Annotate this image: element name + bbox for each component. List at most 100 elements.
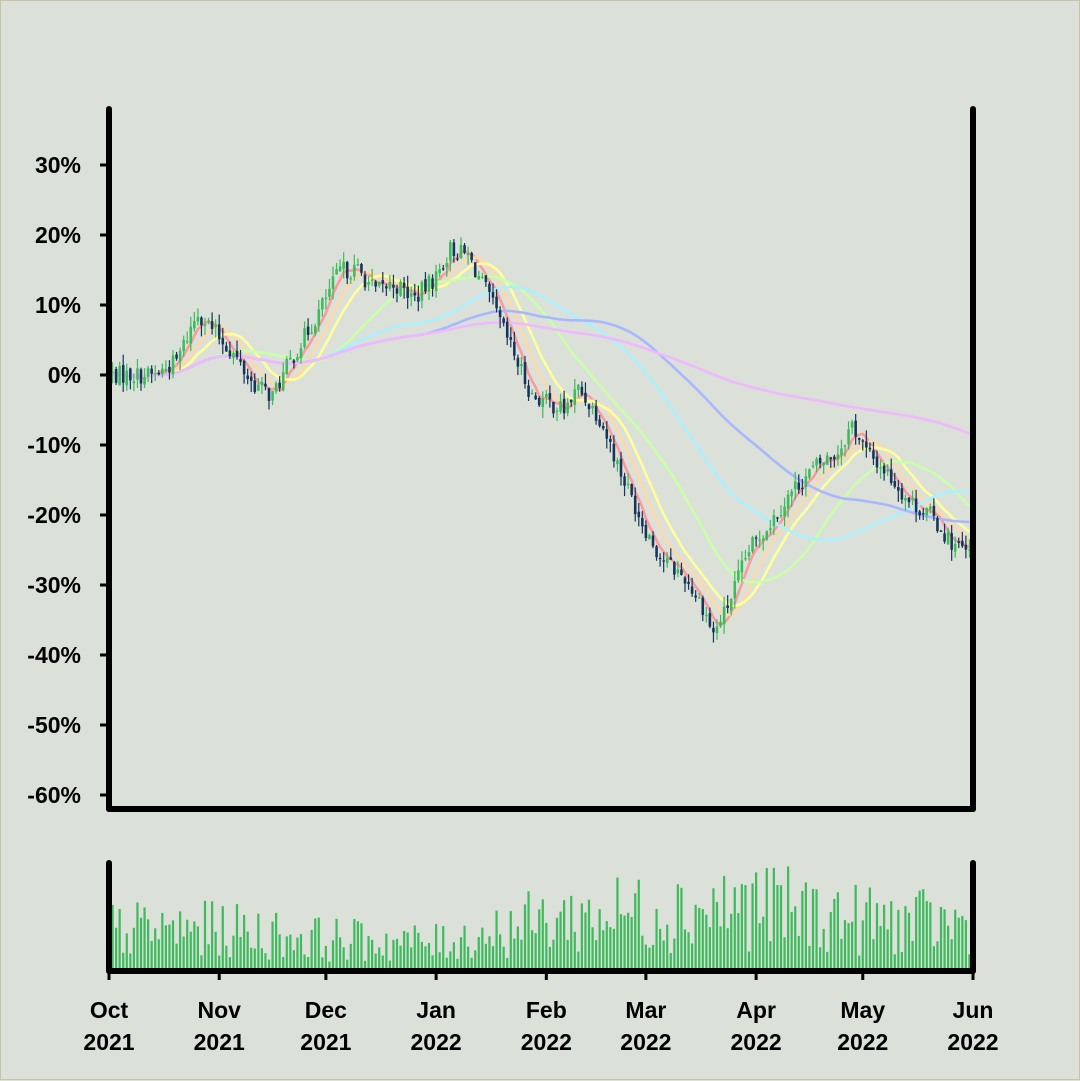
candle: [559, 393, 562, 414]
volume-bar: [765, 868, 768, 971]
candle: [740, 551, 744, 582]
candle: [306, 318, 310, 341]
x-tick-month: Feb: [526, 997, 567, 1023]
candle: [235, 340, 239, 360]
volume-bar: [826, 951, 829, 971]
candle: [818, 454, 822, 469]
candle: [911, 490, 914, 506]
volume-bar: [808, 945, 811, 971]
candle: [605, 421, 609, 449]
volume-bar: [271, 921, 274, 971]
volume-bar: [730, 913, 733, 971]
volume-bar: [911, 940, 914, 971]
volume-bar: [143, 907, 146, 971]
candle: [463, 242, 466, 255]
volume-bar: [211, 901, 214, 971]
volume-bar: [747, 951, 751, 971]
candle: [541, 391, 545, 419]
candle: [779, 505, 783, 519]
volume-bar: [356, 921, 359, 971]
volume-bar: [801, 890, 804, 971]
volume-bar: [708, 927, 711, 971]
volume-bar: [676, 884, 679, 971]
volume-bar: [865, 902, 868, 971]
volume-bar: [552, 939, 555, 971]
candle: [598, 414, 601, 428]
candle: [552, 401, 555, 418]
candle: [185, 331, 189, 345]
volume-bar: [339, 937, 342, 971]
candle: [473, 262, 477, 278]
candle: [203, 317, 207, 335]
axes: [100, 106, 976, 980]
volume-bar: [609, 927, 612, 971]
volume-bar: [221, 906, 224, 971]
volume-bar: [687, 932, 690, 971]
candle: [164, 360, 168, 374]
candle: [697, 592, 701, 599]
y-tick-label: 30%: [35, 152, 81, 178]
volume-bar: [758, 923, 761, 971]
candle: [257, 378, 260, 392]
candle: [861, 439, 865, 451]
candle: [865, 430, 868, 458]
candle: [520, 356, 523, 375]
candle: [825, 452, 829, 465]
candle: [879, 459, 882, 479]
volume-bar: [641, 935, 644, 971]
candle: [822, 462, 825, 474]
candle: [886, 464, 889, 477]
candle: [509, 327, 513, 348]
volume-bar: [452, 942, 455, 971]
candle: [513, 331, 516, 361]
x-tick-year: 2022: [731, 1029, 782, 1055]
candle: [705, 607, 708, 623]
volume-bar: [374, 953, 377, 971]
candle: [633, 487, 637, 522]
y-tick-label: -50%: [27, 712, 81, 738]
candle: [609, 435, 612, 453]
candle: [537, 396, 541, 407]
volume-bar: [939, 906, 943, 971]
volume-bar: [438, 952, 441, 971]
candle: [950, 524, 953, 561]
volume-bar: [275, 912, 278, 971]
volume-bar: [872, 939, 875, 971]
candle: [153, 365, 157, 382]
candle: [569, 399, 573, 407]
candle: [829, 456, 833, 468]
candle: [285, 356, 289, 376]
candle: [530, 389, 534, 395]
candle: [214, 319, 217, 338]
volume-bar: [189, 931, 192, 971]
candles: [107, 237, 971, 643]
candle: [139, 367, 143, 391]
candle: [363, 271, 367, 291]
volume-bar: [957, 917, 960, 971]
candle: [729, 598, 733, 616]
volume-bar: [513, 938, 516, 971]
volume-bar: [459, 937, 463, 971]
candle: [641, 511, 644, 534]
candle: [612, 435, 616, 468]
volume-bar: [388, 960, 391, 971]
candle: [232, 350, 235, 365]
volume-bar: [598, 909, 601, 971]
candle: [769, 520, 772, 535]
candle: [299, 342, 303, 364]
candle: [345, 260, 349, 285]
candle: [751, 535, 754, 554]
candle: [217, 314, 221, 345]
volume-bar: [509, 911, 512, 971]
candle: [601, 422, 605, 431]
candle: [737, 559, 740, 583]
volume-bar: [715, 901, 719, 971]
volume-bar: [417, 932, 420, 971]
volume-bar: [232, 935, 235, 971]
candle: [591, 402, 594, 415]
candle: [456, 253, 459, 262]
candle: [850, 419, 854, 435]
candle: [815, 456, 818, 473]
volume-bar: [303, 954, 306, 971]
candle: [808, 468, 811, 480]
